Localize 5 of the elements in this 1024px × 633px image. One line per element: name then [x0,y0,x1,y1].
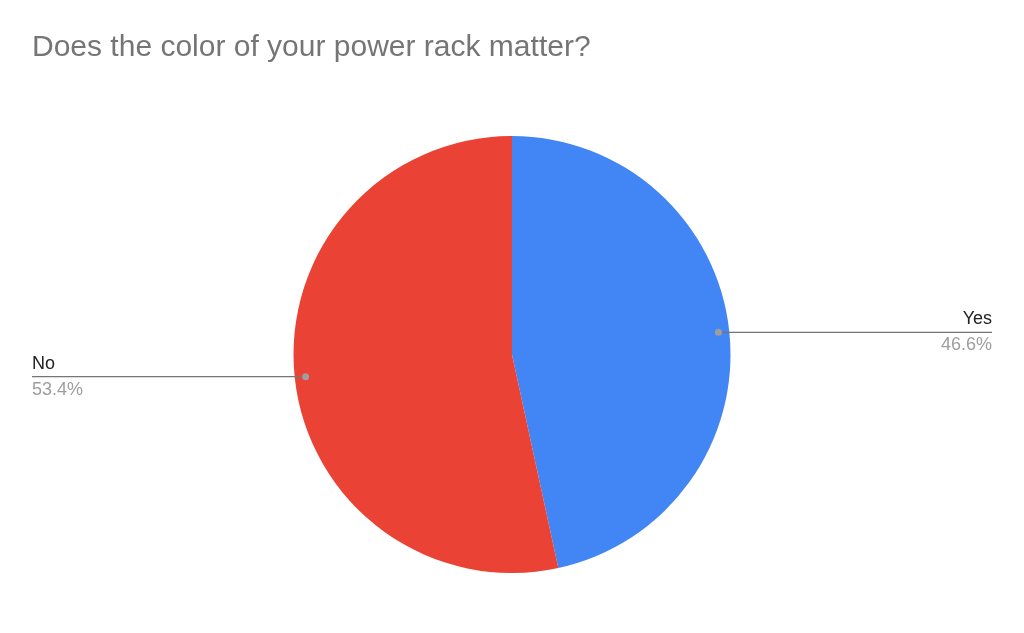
data-label: 53.4% [32,378,84,399]
data-label: 46.6% [940,334,992,355]
slice-label: Yes [962,308,992,329]
chart-title: Does the color of your power rack matter? [32,29,591,63]
slice-label: No [32,352,56,373]
